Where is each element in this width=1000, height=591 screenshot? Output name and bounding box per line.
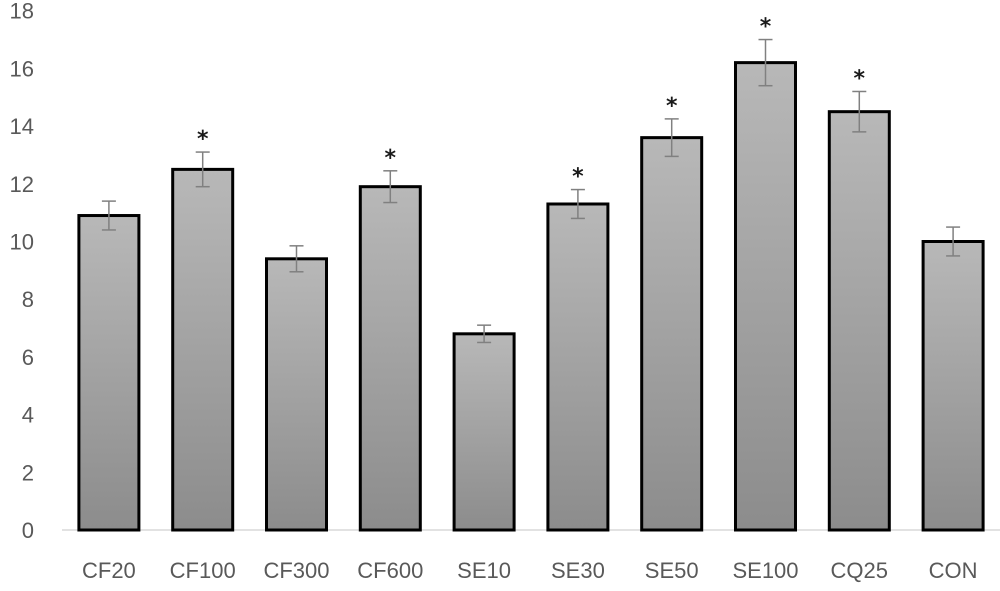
x-tick-label: SE50 [645,558,699,583]
significance-marker: * [197,127,209,152]
error-bar-se50 [664,118,679,158]
bar-cf100 [171,167,235,532]
error-bar-se100 [758,38,773,87]
x-tick-label: SE100 [732,558,798,583]
bars-group: * * * * * * [77,15,985,532]
error-bar-cf300 [289,245,304,273]
bar-cf300 [265,257,328,532]
error-bar-se30 [570,188,585,220]
error-bar-se10 [477,324,492,344]
x-tick-label: CF100 [170,558,236,583]
y-tick-label: 10 [10,230,34,255]
significance-marker: * [572,165,584,190]
bar-con [921,240,985,532]
error-bar-cf600 [383,170,398,204]
bar-cq25 [827,110,891,532]
y-tick-label: 16 [10,56,34,81]
y-tick-label: 2 [22,460,34,485]
x-tick-label: SE30 [551,558,605,583]
x-tick-label: CF20 [82,558,136,583]
significance-marker: * [760,15,772,40]
significance-marker: * [666,94,678,119]
error-bar-cq25 [852,90,867,133]
bar-se100 [734,61,797,532]
error-bar-con [946,226,961,257]
y-axis-ticks: 0 2 4 6 8 10 12 14 16 18 [10,0,34,543]
y-tick-label: 6 [22,345,34,370]
error-bar-cf20 [101,200,116,231]
bar-cf20 [77,214,141,532]
x-tick-label: CF300 [263,558,329,583]
bar-se30 [546,202,610,532]
y-tick-label: 18 [10,0,34,24]
x-tick-label: CF600 [357,558,423,583]
x-tick-label: SE10 [457,558,511,583]
x-tick-label: CON [929,558,978,583]
x-axis-ticks: CF20 CF100 CF300 CF600 SE10 SE30 SE50 SE100 CQ25… [82,558,978,583]
x-tick-label: CQ25 [831,558,888,583]
bar-se50 [640,136,704,532]
y-tick-label: 0 [22,518,34,543]
significance-marker: * [854,66,866,91]
y-tick-label: 8 [22,287,34,312]
y-tick-label: 4 [22,403,34,428]
bar-se10 [452,332,516,532]
bar-cf600 [358,185,422,532]
error-bar-cf100 [195,151,210,188]
significance-marker: * [385,146,397,171]
y-tick-label: 14 [10,114,34,139]
y-tick-label: 12 [10,172,34,197]
